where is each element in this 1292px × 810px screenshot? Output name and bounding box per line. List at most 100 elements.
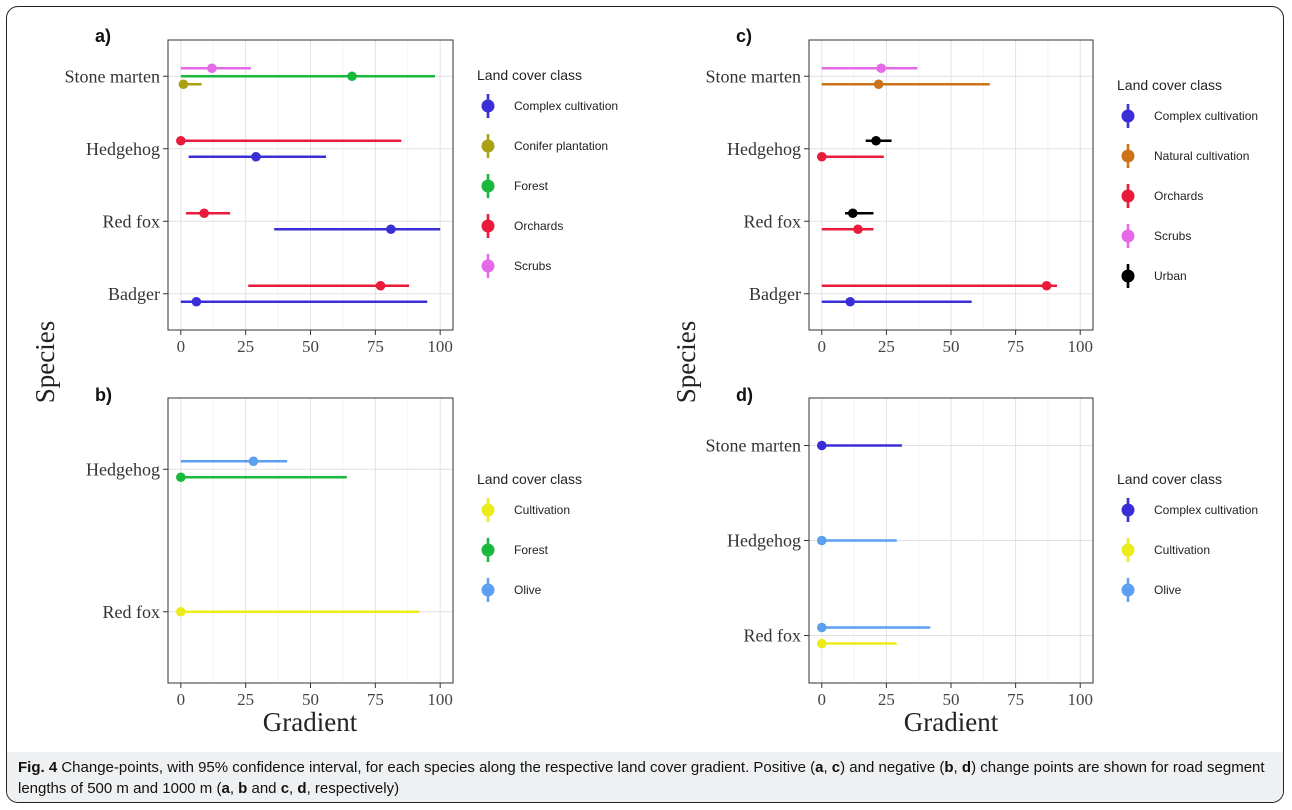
legend-label: Urban — [1154, 269, 1187, 283]
y-tick-label: Stone marten — [706, 436, 801, 456]
legend-title: Land cover class — [477, 471, 582, 487]
caption-part: ) and negative ( — [840, 759, 945, 776]
x-tick-label: 0 — [818, 690, 827, 709]
caption-part: b — [238, 780, 248, 797]
x-tick-label: 50 — [302, 337, 319, 356]
x-tick-label: 100 — [427, 690, 453, 709]
change-point — [248, 456, 259, 467]
change-point — [871, 135, 881, 146]
panel-d: 0 25 50 75 100 Stone marten Hedgehog Red fox d) L… — [706, 385, 1259, 709]
legend-key-point — [481, 139, 495, 153]
change-point — [178, 79, 189, 90]
legend-key-point — [1121, 583, 1135, 597]
legend-label: Olive — [1154, 583, 1182, 597]
caption-part: and — [247, 780, 281, 797]
x-tick-label: 0 — [177, 337, 186, 356]
change-point — [251, 151, 261, 162]
change-point — [176, 135, 186, 146]
x-tick-label: 100 — [427, 337, 453, 356]
caption-part: , — [229, 780, 239, 797]
caption-part: ) change points are shown for road segme… — [18, 759, 1265, 797]
y-axis-title: Species — [671, 321, 701, 403]
caption-part: a — [221, 780, 230, 797]
change-point — [199, 208, 209, 219]
legend-title: Land cover class — [1117, 77, 1222, 93]
legend-key-point — [481, 179, 495, 193]
legend-key-point — [481, 219, 495, 233]
caption-part: d — [297, 780, 307, 797]
y-tick-label: Hedgehog — [727, 531, 801, 551]
change-point — [207, 63, 217, 74]
x-tick-label: 25 — [878, 690, 895, 709]
caption-background — [7, 752, 1283, 802]
x-tick-label: 50 — [302, 690, 319, 709]
change-point — [386, 224, 396, 235]
y-tick-label: Red fox — [744, 211, 802, 231]
legend-label: Conifer plantation — [514, 139, 608, 153]
change-point — [347, 71, 357, 82]
x-tick-label: 100 — [1067, 337, 1093, 356]
x-tick-label: 25 — [237, 690, 254, 709]
change-point — [176, 472, 186, 483]
legend-key-point — [481, 99, 495, 113]
y-tick-label: Badger — [749, 284, 801, 304]
legend-key-point — [481, 259, 495, 273]
x-axis-title: Gradient — [904, 707, 999, 737]
legend-key-point — [1121, 229, 1135, 243]
legend-key-point — [1121, 189, 1135, 203]
x-tick-label: 50 — [943, 690, 960, 709]
legend-label: Natural cultivation — [1154, 149, 1249, 163]
change-point — [176, 606, 186, 617]
figure-caption: Fig. 4 Change-points, with 95% confidenc… — [18, 757, 1280, 799]
legend-key-point — [1121, 503, 1135, 517]
x-tick-label: 25 — [878, 337, 895, 356]
legend-label: Scrubs — [514, 259, 551, 273]
caption-part: c — [831, 759, 841, 776]
legend-key-point — [1121, 109, 1135, 123]
legend-label: Scrubs — [1154, 229, 1191, 243]
panel-b: 0 25 50 75 100 Hedgehog Red fox b) Land cover cl… — [86, 385, 582, 709]
figure-frame — [6, 6, 1284, 803]
caption-part: , — [953, 759, 962, 776]
x-tick-label: 75 — [367, 337, 384, 356]
x-tick-label: 0 — [177, 690, 186, 709]
caption-part: c — [280, 780, 290, 797]
x-tick-label: 100 — [1067, 690, 1093, 709]
caption-label: Fig. 4 — [18, 759, 58, 776]
change-point — [876, 63, 887, 74]
panel-a: 0 25 50 75 100 Stone marten Hedgehog Red fox Bad… — [65, 26, 619, 356]
legend-key-point — [1121, 149, 1135, 163]
caption-part: , respectively) — [306, 780, 400, 797]
legend-label: Cultivation — [1154, 543, 1210, 557]
x-tick-label: 0 — [818, 337, 827, 356]
y-tick-label: Hedgehog — [86, 459, 160, 479]
y-tick-label: Hedgehog — [86, 139, 160, 159]
legend-label: Cultivation — [514, 503, 570, 517]
x-tick-label: 75 — [1007, 337, 1024, 356]
legend-key-point — [481, 503, 495, 517]
figure-plot: 0 25 50 75 100 Stone marten Hedgehog Red fox Bad… — [30, 26, 1259, 737]
panel-label: d) — [736, 385, 753, 405]
change-point — [816, 440, 827, 451]
y-tick-label: Red fox — [103, 211, 161, 231]
legend-label: Complex cultivation — [1154, 109, 1258, 123]
change-point — [845, 296, 856, 307]
y-tick-label: Red fox — [744, 626, 802, 646]
legend-label: Complex cultivation — [1154, 503, 1258, 517]
y-axis-title: Species — [30, 321, 60, 403]
y-tick-label: Stone marten — [706, 66, 801, 86]
caption-part: , — [289, 780, 298, 797]
panel-label: b) — [95, 385, 112, 405]
caption-part: d — [961, 759, 972, 776]
change-point — [816, 622, 827, 633]
y-tick-label: Red fox — [103, 602, 161, 622]
change-point — [191, 296, 202, 307]
legend-label: Orchards — [1154, 189, 1203, 203]
caption-part: , — [823, 759, 832, 776]
legend-title: Land cover class — [1117, 471, 1222, 487]
legend-label: Complex cultivation — [514, 99, 618, 113]
change-point — [1041, 280, 1052, 291]
y-tick-label: Hedgehog — [727, 139, 801, 159]
caption-part: b — [944, 759, 954, 776]
y-tick-label: Stone marten — [65, 66, 160, 86]
